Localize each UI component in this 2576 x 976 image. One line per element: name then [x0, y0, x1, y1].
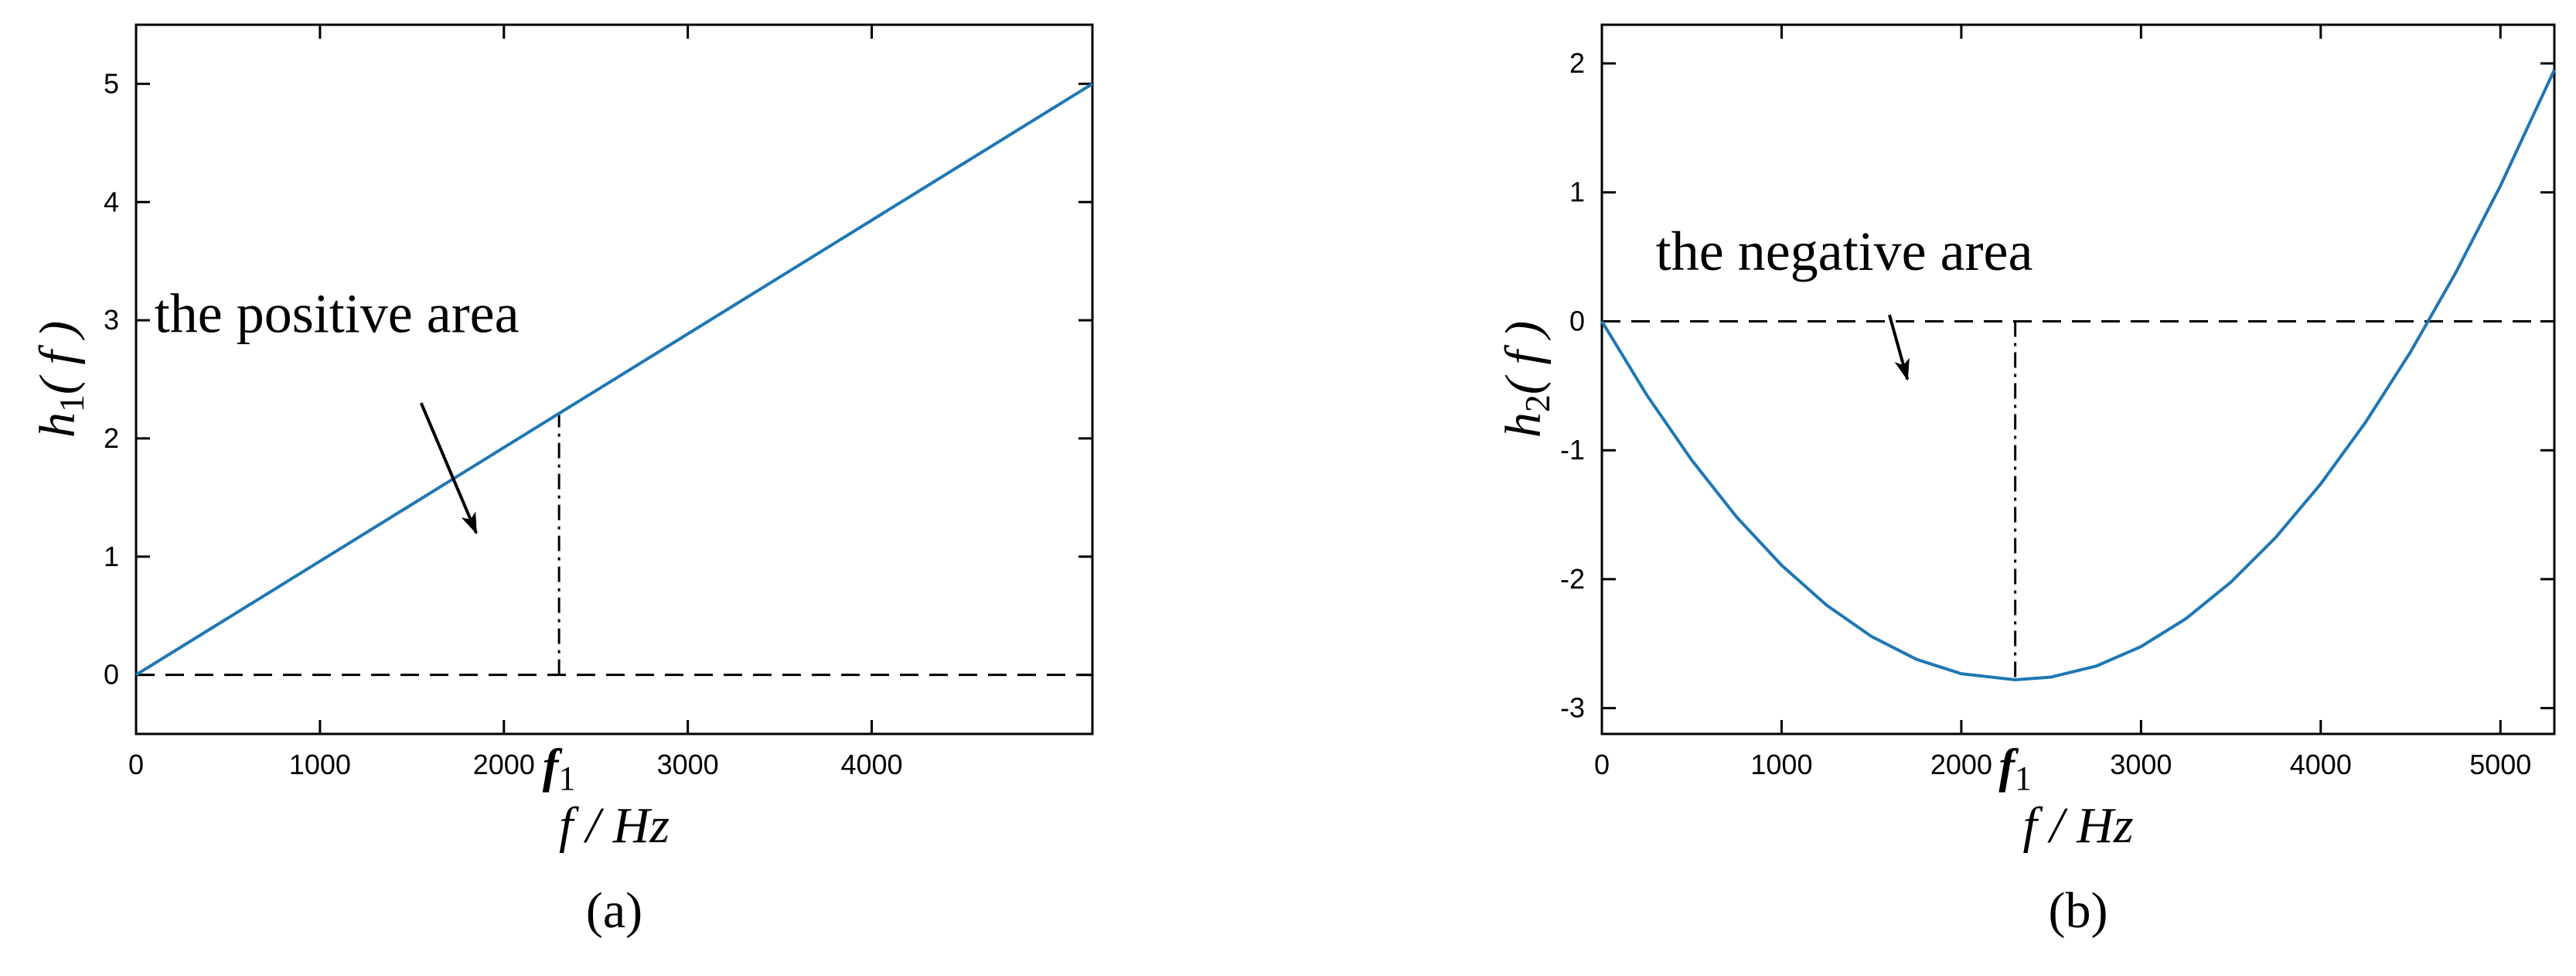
x-tick-label: 3000: [657, 749, 719, 780]
panel-label: (b): [2049, 882, 2108, 939]
annotation: the negative area: [1656, 220, 2033, 282]
marker-label: f1: [1998, 740, 2032, 797]
y-label-base: h: [29, 412, 86, 438]
x-tick-label: 0: [1594, 749, 1610, 780]
y-tick-label: 1: [1569, 176, 1585, 208]
x-tick-label: 4000: [2290, 749, 2352, 780]
y-tick-label: 3: [104, 304, 119, 336]
y-tick-label: 1: [104, 541, 119, 572]
annotation-arrow: [419, 402, 478, 535]
x-tick-label: 0: [128, 749, 144, 780]
y-label-rest: ( f ): [29, 321, 86, 394]
data-line: [135, 82, 1094, 677]
y-tick-label: -1: [1560, 434, 1585, 466]
marker-label-sub: 1: [558, 759, 575, 797]
y-tick-label: -3: [1560, 692, 1585, 724]
annotation: the positive area: [155, 282, 520, 344]
marker-label-sub: 1: [2015, 759, 2032, 797]
y-tick-label: -2: [1560, 563, 1585, 595]
x-tick-label: 1000: [289, 749, 351, 780]
y-label-sub: 1: [52, 394, 91, 412]
y-tick-label: 2: [104, 422, 119, 454]
panel: -3 -2 -1 0 1 2 0 1000 2000 3000 4000 5000 f1 the nega…: [1495, 23, 2556, 939]
plot-frame: [1600, 23, 2556, 735]
y-label-base: h: [1495, 412, 1552, 438]
y-tick-label: 0: [104, 659, 119, 691]
x-axis-label: f / Hz: [2022, 797, 2133, 854]
x-axis-label: f / Hz: [559, 797, 670, 854]
plot-frame: [135, 23, 1094, 735]
panel-label: (a): [586, 882, 642, 939]
x-tick-label: 1000: [1750, 749, 1812, 780]
y-tick-label: 5: [104, 67, 119, 99]
y-label-rest: ( f ): [1495, 321, 1552, 394]
x-tick-label: 3000: [2110, 749, 2172, 780]
y-tick-label: 0: [1569, 305, 1585, 336]
y-tick-label: 4: [104, 186, 119, 217]
x-tick-label: 4000: [840, 749, 902, 780]
marker-label: f1: [543, 740, 576, 797]
y-axis-label: h2( f ): [1495, 321, 1557, 438]
x-tick-label: 5000: [2469, 749, 2531, 780]
data-line: [1600, 69, 2556, 681]
annotation-arrow: [1887, 314, 1910, 381]
x-tick-label: 2000: [473, 749, 535, 780]
y-tick-label: 2: [1569, 47, 1585, 79]
x-tick-label: 2000: [1930, 749, 1992, 780]
y-axis-label: h1( f ): [29, 321, 91, 438]
y-label-sub: 2: [1518, 394, 1557, 412]
